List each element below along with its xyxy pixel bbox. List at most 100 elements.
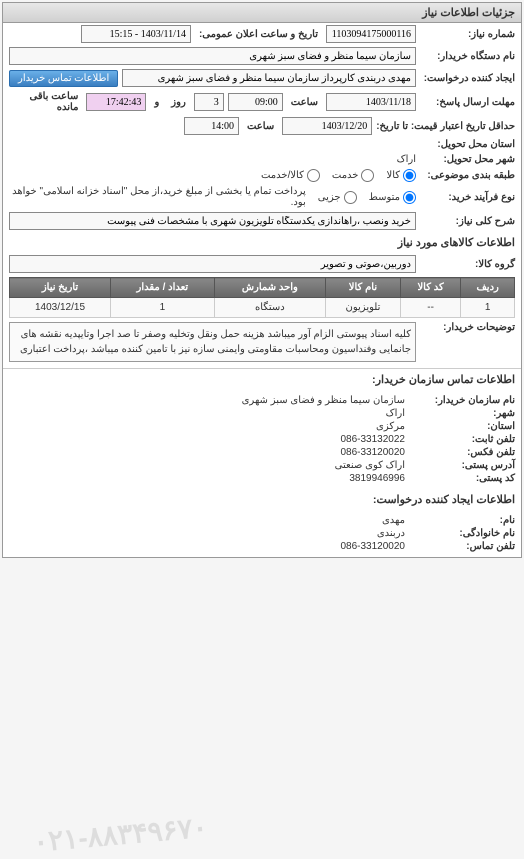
contact-label-state: استان: (405, 421, 515, 432)
td-row: 1 (461, 298, 515, 318)
input-time-remain[interactable] (86, 93, 146, 111)
th-qty: تعداد / مقدار (110, 278, 214, 298)
radio-khadamat[interactable]: خدمت (332, 169, 375, 182)
input-need-desc[interactable] (9, 212, 416, 230)
label-buyer-notes: توضیحات خریدار: (420, 322, 515, 333)
input-item-group[interactable] (9, 255, 416, 273)
watermark: ۰۲۱-۸۸۳۴۹۶۷۰ (32, 810, 209, 858)
contact-label-phone: تلفن ثابت: (405, 434, 515, 445)
items-table: ردیف کد کالا نام کالا واحد شمارش تعداد /… (9, 277, 515, 318)
creator-section: نام:مهدی نام خانوادگی:دربندی تلفن تماس:0… (3, 510, 521, 557)
radio-medium[interactable]: متوسط (369, 191, 416, 204)
row-delivery-state: استان محل تحویل: (3, 137, 521, 152)
th-row: ردیف (461, 278, 515, 298)
contact-wrap: ۰۲۱-۸۸۳۴۹۶۷۰ اطلاعات تماس سازمان خریدار:… (3, 368, 521, 557)
td-date: 1403/12/15 (10, 298, 111, 318)
radio-both[interactable]: کالا/خدمت (261, 169, 320, 182)
value-delivery-city: اراک (397, 154, 416, 165)
input-announce-date[interactable] (81, 25, 191, 43)
contact-value-state: مرکزی (376, 421, 405, 432)
contact-row-state: استان:مرکزی (9, 420, 515, 433)
input-response-date[interactable] (326, 93, 416, 111)
contact-row-fax: تلفن فکس:086-33120020 (9, 446, 515, 459)
label-delivery-city: شهر محل تحویل: (420, 154, 515, 165)
radio-kala-input[interactable] (403, 169, 416, 182)
radio-partial-input[interactable] (344, 191, 357, 204)
label-req-number: شماره نیاز: (420, 29, 515, 40)
process-note: پرداخت تمام یا بخشی از مبلغ خرید،از محل … (9, 186, 306, 208)
contact-label-city: شهر: (405, 408, 515, 419)
td-qty: 1 (110, 298, 214, 318)
row-process-type: نوع فرآیند خرید: متوسط جزیی پرداخت تمام … (3, 184, 521, 210)
label-buyer-org: نام دستگاه خریدار: (420, 51, 515, 62)
panel-header: جزئیات اطلاعات نیاز (3, 3, 521, 23)
label-response-deadline: مهلت ارسال پاسخ: (420, 97, 515, 108)
td-unit: دستگاه (214, 298, 325, 318)
row-subject-group: طبقه بندی موضوعی: کالا خدمت کالا/خدمت (3, 167, 521, 184)
label-and: و (154, 97, 159, 108)
row-item-group: گروه کالا: (3, 253, 521, 275)
creator-section-title: اطلاعات ایجاد کننده درخواست: (3, 489, 521, 510)
contact-label-addr: آدرس پستی: (405, 460, 515, 471)
creator-label-family: نام خانوادگی: (405, 528, 515, 539)
contact-value-postal: 3819946996 (349, 473, 405, 484)
label-day: روز (171, 97, 186, 108)
input-response-time[interactable] (228, 93, 283, 111)
contact-section-title: اطلاعات تماس سازمان خریدار: (3, 368, 521, 390)
row-buyer-notes: توضیحات خریدار: کلیه اسناد پیوستی الزام … (3, 320, 521, 364)
label-remain: ساعت باقی مانده (13, 91, 78, 113)
radio-partial[interactable]: جزیی (318, 191, 357, 204)
radio-both-input[interactable] (307, 169, 320, 182)
input-days-remain[interactable] (194, 93, 224, 111)
contact-buyer-button[interactable]: اطلاعات تماس خریدار (9, 70, 118, 87)
row-price-validity: حداقل تاریخ اعتبار قیمت: تا تاریخ: ساعت (3, 115, 521, 137)
contact-section: نام سازمان خریدار:سازمان سیما منظر و فضا… (3, 390, 521, 489)
row-need-desc: شرح کلی نیاز: (3, 210, 521, 232)
table-row[interactable]: 1 -- تلویزیون دستگاه 1 1403/12/15 (10, 298, 515, 318)
label-item-group: گروه کالا: (420, 259, 515, 270)
table-header-row: ردیف کد کالا نام کالا واحد شمارش تعداد /… (10, 278, 515, 298)
contact-row-org: نام سازمان خریدار:سازمان سیما منظر و فضا… (9, 394, 515, 407)
contact-label-fax: تلفن فکس: (405, 447, 515, 458)
row-req-number: شماره نیاز: تاریخ و ساعت اعلان عمومی: (3, 23, 521, 45)
contact-row-postal: کد پستی:3819946996 (9, 472, 515, 485)
radio-kala[interactable]: کالا (386, 169, 416, 182)
input-req-number[interactable] (326, 25, 416, 43)
creator-label-phone: تلفن تماس: (405, 541, 515, 552)
radio-medium-input[interactable] (403, 191, 416, 204)
contact-row-addr: آدرس پستی:اراک کوی صنعتی (9, 459, 515, 472)
label-time-2: ساعت (247, 121, 274, 132)
td-code: -- (400, 298, 460, 318)
creator-row-family: نام خانوادگی:دربندی (9, 527, 515, 540)
th-unit: واحد شمارش (214, 278, 325, 298)
label-subject-group: طبقه بندی موضوعی: (420, 170, 515, 181)
th-name: نام کالا (325, 278, 400, 298)
input-price-time[interactable] (184, 117, 239, 135)
label-time-1: ساعت (291, 97, 318, 108)
contact-label-org: نام سازمان خریدار: (405, 395, 515, 406)
radio-khadamat-input[interactable] (361, 169, 374, 182)
contact-row-city: شهر:اراک (9, 407, 515, 420)
input-creator[interactable] (122, 69, 416, 87)
items-table-wrap: ردیف کد کالا نام کالا واحد شمارش تعداد /… (3, 275, 521, 320)
input-buyer-org[interactable] (9, 47, 416, 65)
contact-value-fax: 086-33120020 (340, 447, 405, 458)
label-delivery-state: استان محل تحویل: (420, 139, 515, 150)
th-code: کد کالا (400, 278, 460, 298)
contact-value-phone: 086-33132022 (340, 434, 405, 445)
label-need-desc: شرح کلی نیاز: (420, 216, 515, 227)
creator-value-family: دربندی (377, 528, 405, 539)
creator-row-phone: تلفن تماس:086-33120020 (9, 540, 515, 553)
label-creator: ایجاد کننده درخواست: (420, 73, 515, 84)
details-panel: جزئیات اطلاعات نیاز شماره نیاز: تاریخ و … (2, 2, 522, 558)
subject-radio-group: کالا خدمت کالا/خدمت (261, 169, 416, 182)
row-response-deadline: مهلت ارسال پاسخ: ساعت روز و ساعت باقی ما… (3, 89, 521, 115)
row-buyer-org: نام دستگاه خریدار: (3, 45, 521, 67)
contact-value-org: سازمان سیما منظر و فضای سبز شهری (242, 395, 405, 406)
items-section-title: اطلاعات کالاهای مورد نیاز (3, 232, 521, 253)
contact-row-phone: تلفن ثابت:086-33132022 (9, 433, 515, 446)
input-price-date[interactable] (282, 117, 372, 135)
creator-value-phone: 086-33120020 (340, 541, 405, 552)
creator-row-name: نام:مهدی (9, 514, 515, 527)
buyer-notes-box: کلیه اسناد پیوستی الزام آور میباشد هزینه… (9, 322, 416, 362)
